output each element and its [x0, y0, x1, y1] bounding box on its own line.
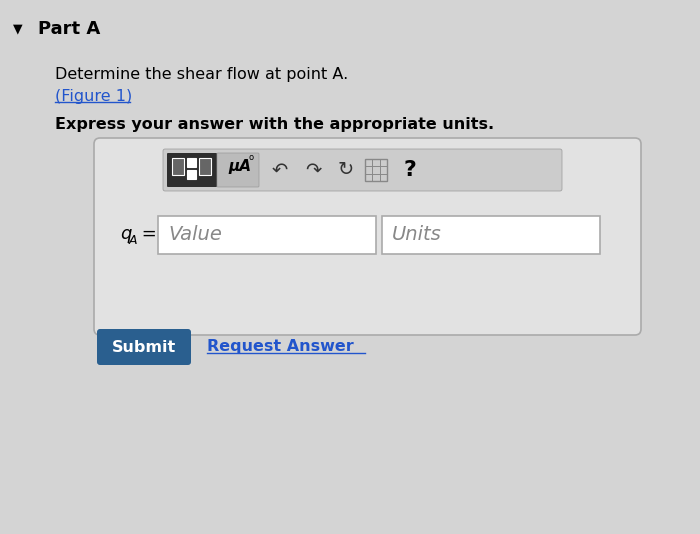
Text: Determine the shear flow at point A.: Determine the shear flow at point A. — [55, 67, 349, 82]
Text: o: o — [248, 153, 253, 161]
Bar — [187, 158, 196, 167]
FancyBboxPatch shape — [217, 153, 259, 187]
Bar — [365, 159, 387, 181]
FancyBboxPatch shape — [167, 153, 217, 187]
Text: Part A: Part A — [38, 20, 100, 38]
Text: Value: Value — [168, 225, 222, 245]
Text: ▼: ▼ — [13, 22, 23, 35]
Text: Submit: Submit — [112, 340, 176, 355]
Text: =: = — [136, 225, 157, 243]
Text: μA: μA — [228, 160, 251, 175]
Bar — [382, 216, 600, 254]
Text: Express your answer with the appropriate units.: Express your answer with the appropriate… — [55, 116, 494, 131]
Bar — [187, 170, 196, 179]
Text: ?: ? — [404, 160, 416, 180]
Text: Request Answer: Request Answer — [207, 340, 354, 355]
FancyBboxPatch shape — [97, 329, 191, 365]
Bar — [172, 158, 184, 175]
Text: (Figure 1): (Figure 1) — [55, 89, 132, 104]
Text: ↻: ↻ — [338, 161, 354, 179]
FancyBboxPatch shape — [94, 138, 641, 335]
Text: q: q — [120, 225, 132, 243]
Text: ↷: ↷ — [304, 161, 321, 179]
Text: Units: Units — [392, 225, 442, 245]
Text: ↶: ↶ — [272, 161, 288, 179]
Text: A: A — [129, 233, 137, 247]
Bar — [199, 158, 211, 175]
Bar — [158, 216, 376, 254]
FancyBboxPatch shape — [163, 149, 562, 191]
